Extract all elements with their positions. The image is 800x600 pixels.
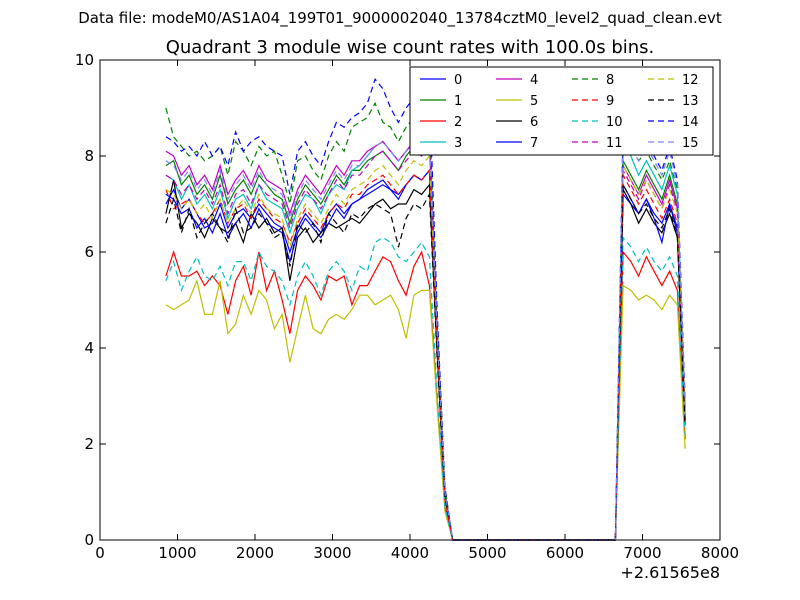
x-tick-label: 5000 — [468, 544, 506, 562]
legend-label-12: 12 — [682, 73, 699, 88]
x-tick-label: 2000 — [236, 544, 274, 562]
legend-label-6: 6 — [530, 115, 538, 130]
series-line-10 — [165, 235, 686, 541]
legend-label-8: 8 — [606, 73, 614, 88]
legend-label-2: 2 — [454, 115, 462, 130]
legend-label-5: 5 — [530, 94, 538, 109]
y-tick-label: 0 — [84, 531, 94, 549]
x-tick-label: 7000 — [623, 544, 661, 562]
legend-label-11: 11 — [606, 136, 623, 151]
y-tick-label: 8 — [84, 147, 94, 165]
x-tick-label: 0 — [95, 544, 105, 562]
legend-label-9: 9 — [606, 94, 614, 109]
series-line-5 — [165, 278, 686, 541]
x-tick-label: 1000 — [158, 544, 196, 562]
x-tick-label: 6000 — [546, 544, 584, 562]
series-line-12 — [165, 154, 686, 541]
legend-label-10: 10 — [606, 115, 623, 130]
legend-label-0: 0 — [454, 73, 462, 88]
y-tick-label: 2 — [84, 435, 94, 453]
legend-label-14: 14 — [682, 115, 699, 130]
y-tick-label: 10 — [75, 51, 94, 69]
legend-label-4: 4 — [530, 73, 538, 88]
y-tick-label: 4 — [84, 339, 94, 357]
legend-label-15: 15 — [682, 136, 699, 151]
series-line-9 — [165, 168, 686, 541]
legend-label-3: 3 — [454, 136, 462, 151]
legend-label-7: 7 — [530, 136, 538, 151]
legend-label-1: 1 — [454, 94, 462, 109]
legend-label-13: 13 — [682, 94, 699, 109]
legend-box — [409, 66, 714, 156]
x-tick-label: 8000 — [701, 544, 739, 562]
x-tick-label: 3000 — [313, 544, 351, 562]
chart-title: Quadrant 3 module wise count rates with … — [166, 37, 655, 58]
x-axis-offset-label: +2.61565e8 — [620, 563, 720, 582]
plot-frame — [99, 59, 721, 541]
figure-suptitle: Data file: modeM0/AS1A04_199T01_90000020… — [78, 9, 722, 28]
y-tick-label: 6 — [84, 243, 94, 261]
x-tick-label: 4000 — [391, 544, 429, 562]
series-line-2 — [165, 250, 686, 541]
